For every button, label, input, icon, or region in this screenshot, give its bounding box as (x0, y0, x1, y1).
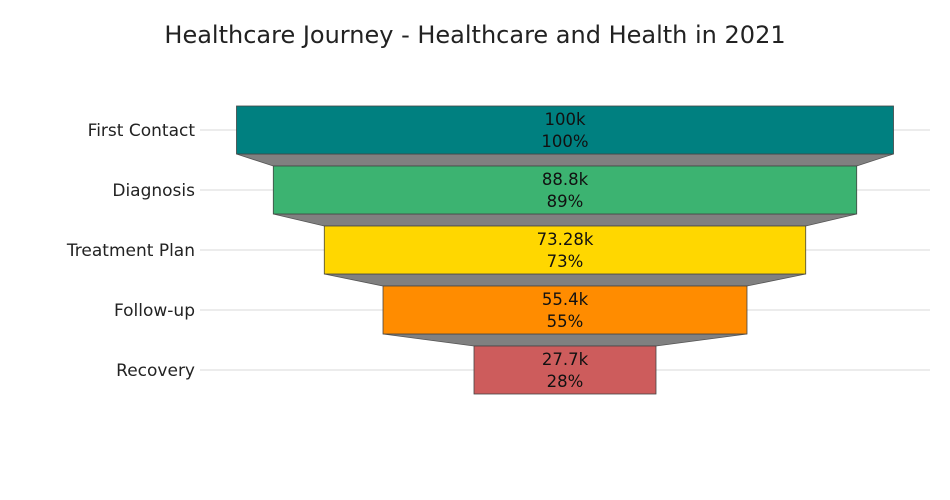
bar-percent-label: 89% (547, 192, 584, 211)
y-tick-label: Follow-up (114, 301, 195, 321)
bar-percent-label: 73% (547, 252, 584, 271)
bar-value-label: 88.8k (542, 170, 589, 189)
bar-percent-label: 28% (547, 372, 584, 391)
funnel-bar (473, 345, 657, 395)
funnel-connector (382, 333, 748, 347)
funnel-connector (236, 153, 894, 167)
funnel-bar (323, 225, 807, 275)
chart-title: Healthcare Journey - Healthcare and Heal… (164, 21, 785, 49)
y-axis-ticks: First Contact Diagnosis Treatment Plan Foll… (66, 121, 195, 381)
y-tick-label: First Contact (88, 121, 196, 141)
bar-percent-label: 55% (547, 312, 584, 331)
y-tick-label: Recovery (116, 361, 195, 381)
y-tick-label: Diagnosis (112, 181, 195, 201)
bar-percent-label: 100% (541, 132, 588, 151)
funnel-connector (324, 273, 806, 287)
bar-labels: 100k 100% 88.8k 89% 73.28k 73% 55.4k 55% 27.7k 28… (537, 110, 594, 391)
bar-value-label: 55.4k (542, 290, 589, 309)
funnel-bar (236, 105, 894, 155)
funnel-bar (272, 165, 858, 215)
bar-value-label: 100k (544, 110, 585, 129)
funnel-connector (273, 213, 857, 227)
y-tick-label: Treatment Plan (66, 241, 195, 261)
funnel-bar (382, 285, 748, 335)
funnel-bars (236, 105, 894, 395)
bar-value-label: 27.7k (542, 350, 589, 369)
bar-value-label: 73.28k (537, 230, 594, 249)
